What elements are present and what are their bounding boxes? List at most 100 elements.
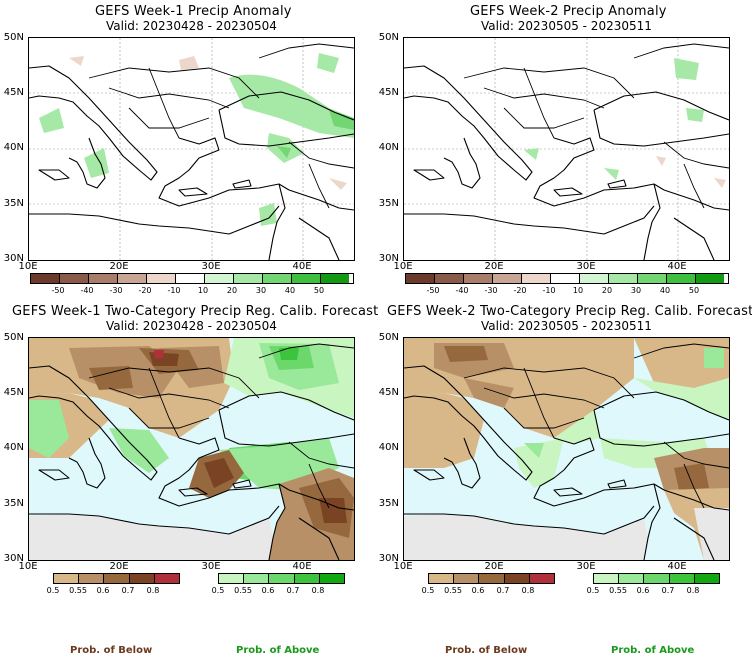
colorbar-tick: -50: [426, 286, 440, 295]
lat-label: 40N: [3, 442, 24, 453]
above-colorbar: [593, 573, 720, 584]
lon-label: 10E: [393, 561, 413, 572]
lat-label: 45N: [3, 387, 24, 398]
colorbar-tick: 50: [688, 286, 700, 295]
colorbar-tick: -50: [51, 286, 65, 295]
lat-label: 30N: [3, 553, 24, 564]
colorbar-tick: 0.8: [311, 586, 325, 595]
lat-label: 45N: [378, 387, 399, 398]
colorbar-tick: 0.7: [661, 586, 675, 595]
colorbar-tick: 0.55: [234, 586, 252, 595]
colorbar-tick: 0.5: [46, 586, 60, 595]
colorbar-tick: 0.6: [261, 586, 275, 595]
lat-label: 30N: [3, 253, 24, 264]
prob-above-label: Prob. of Above: [611, 645, 695, 656]
lat-label: 50N: [3, 32, 24, 43]
panel-title: GEFS Week-1 Precip Anomaly: [95, 4, 292, 19]
coastline-overlay: [29, 43, 354, 260]
lon-label: 30E: [201, 261, 221, 272]
lat-label: 45N: [3, 87, 24, 98]
lon-label: 20E: [484, 561, 504, 572]
coastline-overlay: [29, 343, 354, 560]
lat-label: 50N: [378, 32, 399, 43]
colorbar-tick: 10: [572, 286, 584, 295]
lat-label: 45N: [378, 87, 399, 98]
week1-prob-map: [28, 337, 355, 561]
colorbar-tick: 0.7: [286, 586, 300, 595]
colorbar-tick: 0.7: [496, 586, 510, 595]
colorbar-tick: 0.55: [444, 586, 462, 595]
above-colorbar: [218, 573, 345, 584]
colorbar-tick: 0.8: [146, 586, 160, 595]
colorbar-tick: -40: [80, 286, 94, 295]
colorbar-tick: 50: [313, 286, 325, 295]
colorbar-tick: 0.5: [586, 586, 600, 595]
lon-label: 30E: [576, 261, 596, 272]
lon-label: 10E: [18, 261, 38, 272]
colorbar-tick: -20: [138, 286, 152, 295]
lat-label: 35N: [378, 498, 399, 509]
colorbar-tick: 10: [197, 286, 209, 295]
below-colorbar: [53, 573, 180, 584]
anomaly-colorbar: [405, 273, 729, 284]
lon-label: 40E: [667, 261, 687, 272]
colorbar-tick: 0.6: [636, 586, 650, 595]
anomaly-colorbar: [30, 273, 354, 284]
lon-label: 40E: [667, 561, 687, 572]
prob-below-label: Prob. of Below: [70, 645, 153, 656]
lat-label: 30N: [378, 253, 399, 264]
colorbar-tick: -40: [455, 286, 469, 295]
colorbar-tick: 30: [630, 286, 642, 295]
colorbar-tick: 0.5: [211, 586, 225, 595]
week2-prob-map: [403, 337, 730, 561]
colorbar-tick: 20: [226, 286, 238, 295]
colorbar-tick: 0.6: [471, 586, 485, 595]
panel-valid-dates: Valid: 20230428 - 20230504: [106, 319, 277, 333]
lat-label: 40N: [378, 442, 399, 453]
lat-label: 40N: [3, 142, 24, 153]
coastline-overlay: [404, 343, 729, 560]
lon-label: 40E: [292, 261, 312, 272]
lat-label: 50N: [3, 332, 24, 343]
colorbar-tick: -30: [484, 286, 498, 295]
lon-label: 20E: [109, 261, 129, 272]
lat-label: 35N: [378, 198, 399, 209]
colorbar-tick: -30: [109, 286, 123, 295]
colorbar-tick: 30: [255, 286, 267, 295]
coastline-overlay: [404, 43, 729, 260]
lon-label: 30E: [201, 561, 221, 572]
panel-valid-dates: Valid: 20230505 - 20230511: [481, 319, 652, 333]
colorbar-tick: 40: [284, 286, 296, 295]
panel-title: GEFS Week-2 Precip Anomaly: [470, 4, 667, 19]
colorbar-tick: 20: [601, 286, 613, 295]
week1-anomaly-map: [28, 37, 355, 261]
lat-label: 40N: [378, 142, 399, 153]
lat-label: 35N: [3, 198, 24, 209]
lat-label: 35N: [3, 498, 24, 509]
panel-valid-dates: Valid: 20230428 - 20230504: [106, 19, 277, 33]
colorbar-tick: 0.55: [609, 586, 627, 595]
prob-below-label: Prob. of Below: [445, 645, 528, 656]
week2-anomaly-map: [403, 37, 730, 261]
lon-label: 20E: [484, 261, 504, 272]
colorbar-tick: 0.55: [69, 586, 87, 595]
colorbar-tick: -10: [167, 286, 181, 295]
panel-valid-dates: Valid: 20230505 - 20230511: [481, 19, 652, 33]
lon-label: 20E: [109, 561, 129, 572]
prob-above-label: Prob. of Above: [236, 645, 320, 656]
colorbar-tick: 0.8: [686, 586, 700, 595]
below-colorbar: [428, 573, 555, 584]
lon-label: 40E: [292, 561, 312, 572]
lat-label: 50N: [378, 332, 399, 343]
lon-label: 10E: [18, 561, 38, 572]
colorbar-tick: -10: [542, 286, 556, 295]
colorbar-tick: 0.6: [96, 586, 110, 595]
colorbar-tick: 40: [659, 286, 671, 295]
colorbar-tick: 0.5: [421, 586, 435, 595]
panel-title: GEFS Week-1 Two-Category Precip Reg. Cal…: [12, 304, 379, 319]
colorbar-tick: 0.7: [121, 586, 135, 595]
lon-label: 30E: [576, 561, 596, 572]
colorbar-tick: 0.8: [521, 586, 535, 595]
panel-title: GEFS Week-2 Two-Category Precip Reg. Cal…: [387, 304, 752, 319]
lat-label: 30N: [378, 553, 399, 564]
